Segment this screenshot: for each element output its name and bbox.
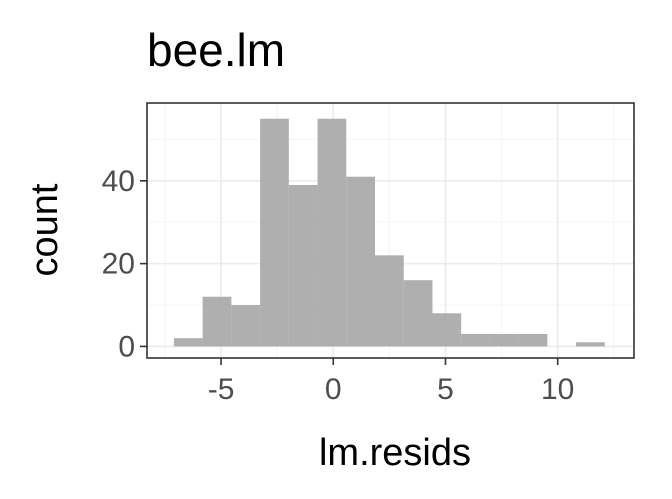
histogram-bars xyxy=(173,118,605,347)
x-tick-label: 10 xyxy=(541,373,574,406)
x-tick-label: -5 xyxy=(208,373,235,406)
plot-panel xyxy=(146,102,635,359)
histogram-bar xyxy=(202,296,232,347)
histogram-bar xyxy=(231,305,261,347)
y-axis: 0 20 40 xyxy=(102,165,147,363)
histogram-bar xyxy=(461,333,490,347)
histogram-bar xyxy=(403,280,433,347)
x-axis-title: lm.resids xyxy=(319,432,471,474)
histogram-bar xyxy=(260,118,289,347)
histogram-bar xyxy=(375,255,404,347)
y-tick-label: 40 xyxy=(102,165,135,198)
y-tick-label: 0 xyxy=(118,330,135,363)
histogram-bar xyxy=(576,342,605,347)
histogram-bar xyxy=(317,118,347,347)
x-tick-label: 5 xyxy=(437,373,454,406)
histogram-bar xyxy=(432,313,462,347)
histogram-bar xyxy=(173,338,203,347)
histogram-bar xyxy=(489,333,519,347)
x-tick-label: 0 xyxy=(325,373,342,406)
chart-title: bee.lm xyxy=(147,24,285,76)
y-axis-title: count xyxy=(24,183,66,276)
x-axis: -5 0 5 10 xyxy=(208,358,574,406)
histogram-bar xyxy=(346,176,376,347)
panel-border xyxy=(146,102,635,359)
histogram-bar xyxy=(288,184,318,347)
histogram-bar xyxy=(518,333,548,347)
y-tick-label: 20 xyxy=(102,248,135,281)
